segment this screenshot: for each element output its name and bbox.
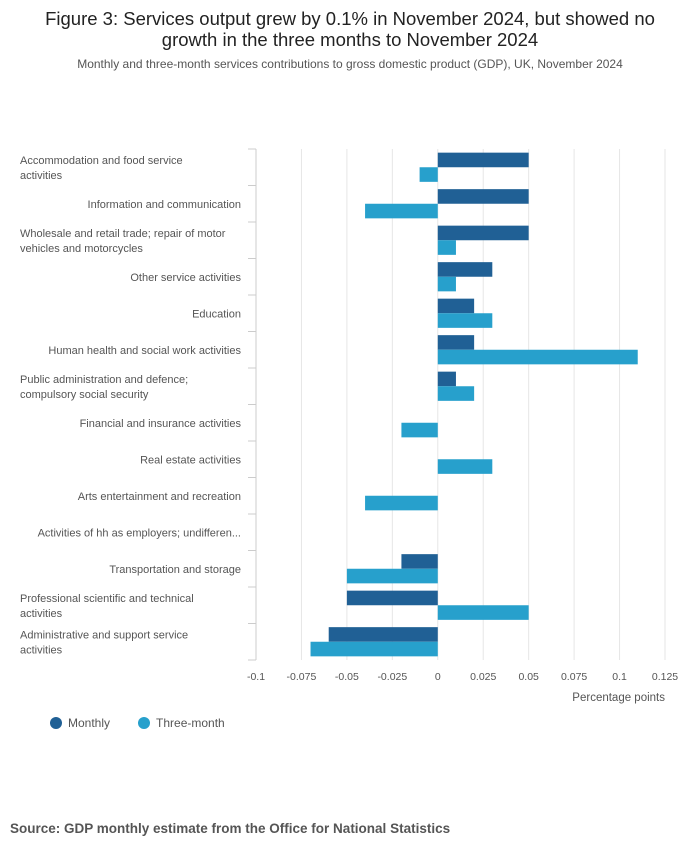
category-label: Human health and social work activities: [48, 345, 241, 357]
x-axis-title: Percentage points: [572, 692, 665, 704]
category-label: Administrative and support service: [20, 629, 188, 641]
bar-monthly[interactable]: [437, 152, 529, 168]
bar-monthly[interactable]: [437, 335, 475, 350]
category-label: vehicles and motorcycles: [20, 243, 143, 255]
bar-monthly[interactable]: [437, 225, 529, 241]
category-label: Other service activities: [130, 272, 241, 284]
legend: Monthly Three-month: [50, 716, 225, 730]
category-label: activities: [20, 608, 63, 620]
bar-monthly[interactable]: [437, 189, 529, 204]
category-label: Professional scientific and technical: [20, 593, 194, 605]
bar-monthly[interactable]: [401, 554, 438, 569]
x-tick-label: 0.075: [561, 671, 587, 683]
legend-swatch-three-month: [138, 717, 151, 729]
x-tick-label: 0.05: [518, 671, 539, 683]
bar-monthly[interactable]: [346, 590, 438, 606]
category-label: Transportation and storage: [109, 564, 241, 576]
category-label: Wholesale and retail trade; repair of mo…: [20, 228, 226, 240]
category-label: Education: [192, 308, 241, 320]
x-tick-label: -0.05: [335, 671, 359, 683]
bar-three-month[interactable]: [437, 276, 456, 292]
bar-three-month[interactable]: [437, 240, 456, 255]
bar-three-month[interactable]: [437, 313, 493, 328]
bar-monthly[interactable]: [437, 298, 475, 314]
category-label: Activities of hh as employers; undiffere…: [38, 527, 241, 539]
category-label: Accommodation and food service: [20, 155, 183, 167]
category-label: Information and communication: [88, 199, 241, 211]
bar-three-month[interactable]: [437, 349, 638, 365]
x-tick-label: 0.125: [652, 671, 678, 683]
chart-subtitle: Monthly and three-month services contrib…: [77, 57, 623, 71]
legend-label-three-month: Three-month: [156, 716, 225, 730]
legend-item-three-month[interactable]: Three-month: [138, 716, 225, 730]
category-label: activities: [20, 644, 63, 656]
x-tick-label: 0.025: [470, 671, 496, 683]
x-tick-label: -0.075: [287, 671, 317, 683]
legend-label-monthly: Monthly: [68, 716, 111, 730]
x-tick-label: -0.1: [247, 671, 265, 683]
bar-three-month[interactable]: [419, 167, 438, 182]
category-label: Financial and insurance activities: [80, 418, 242, 430]
bar-three-month[interactable]: [365, 495, 438, 511]
x-tick-label: -0.025: [377, 671, 407, 683]
bar-three-month[interactable]: [346, 568, 438, 584]
bar-monthly[interactable]: [328, 627, 438, 642]
bar-three-month[interactable]: [437, 605, 529, 620]
category-label: compulsory social security: [20, 389, 149, 401]
category-label: Real estate activities: [140, 454, 241, 466]
bar-three-month[interactable]: [310, 641, 438, 657]
bar-monthly[interactable]: [437, 371, 456, 387]
category-label: Public administration and defence;: [20, 374, 188, 386]
x-tick-label: 0.1: [612, 671, 627, 683]
legend-item-monthly[interactable]: Monthly: [50, 716, 110, 730]
bar-three-month[interactable]: [401, 422, 438, 438]
bar-monthly[interactable]: [437, 262, 493, 277]
source-note: Source: GDP monthly estimate from the Of…: [10, 821, 451, 836]
bar-three-month[interactable]: [365, 203, 438, 219]
category-label: Arts entertainment and recreation: [78, 491, 241, 503]
legend-swatch-monthly: [50, 717, 62, 729]
bar-three-month[interactable]: [437, 386, 475, 401]
chart-title: Figure 3: Services output grew by 0.1% i…: [45, 8, 655, 50]
category-label: activities: [20, 170, 63, 182]
bar-chart: Accommodation and food service activities…: [20, 148, 678, 704]
bar-three-month[interactable]: [437, 459, 493, 474]
x-tick-label: 0: [435, 671, 441, 683]
